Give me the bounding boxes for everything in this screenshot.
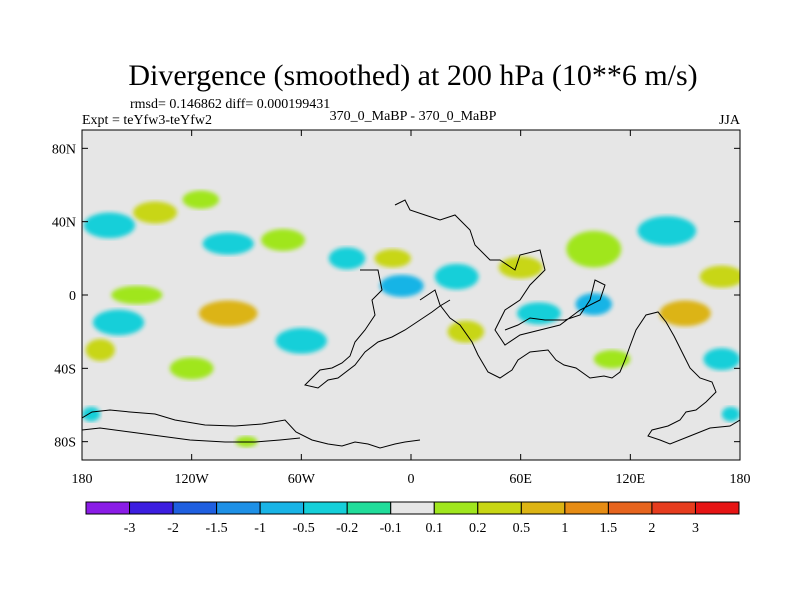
contour-blob-17 xyxy=(169,357,214,380)
colorbar-label: -3 xyxy=(124,521,136,536)
colorbar-swatch xyxy=(564,501,609,515)
colorbar-label: -0.5 xyxy=(293,521,315,536)
contour-blob-3 xyxy=(202,232,254,255)
colorbar-swatch xyxy=(477,501,522,515)
stats-label: rmsd= 0.146862 diff= 0.000199431 xyxy=(130,97,330,112)
colorbar-label: -1 xyxy=(254,521,266,536)
coastlines xyxy=(82,199,740,449)
colorbar-label: 1.5 xyxy=(600,521,618,536)
y-axis: 80N 40N 0 40S 80S xyxy=(52,142,740,451)
y-tick-label: 80N xyxy=(52,142,76,157)
x-tick-label: 120W xyxy=(175,472,210,487)
colorbar-label: 2 xyxy=(648,521,655,536)
y-tick-label: 80S xyxy=(54,436,76,451)
colorbar-label: 0.5 xyxy=(513,521,531,536)
contour-blob-15 xyxy=(198,300,258,327)
colorbar-swatch xyxy=(390,501,435,515)
contour-field xyxy=(82,190,740,448)
colorbar-swatch xyxy=(346,501,392,515)
contour-blob-20 xyxy=(575,293,613,316)
contour-blob-26 xyxy=(721,406,740,422)
x-tick-label: 0 xyxy=(408,472,415,487)
contour-blob-0 xyxy=(83,212,136,239)
contour-blob-8 xyxy=(434,263,479,290)
contour-blob-13 xyxy=(111,285,163,305)
y-tick-label: 40S xyxy=(54,362,76,377)
coastline-southern xyxy=(419,289,740,445)
colorbar-label: 1 xyxy=(561,521,568,536)
x-tick-label: 60E xyxy=(509,472,532,487)
colorbar-label: 0.2 xyxy=(469,521,487,536)
experiment-label: Expt = teYfw3-teYfw2 xyxy=(82,113,212,128)
contour-blob-9 xyxy=(498,256,543,279)
colorbar-swatch xyxy=(433,501,479,515)
chart-title: Divergence (smoothed) at 200 hPa (10**6 … xyxy=(128,59,697,92)
x-tick-label: 180 xyxy=(72,472,93,487)
colorbar-swatch xyxy=(520,501,566,515)
contour-blob-2 xyxy=(182,190,220,209)
contour-blob-1 xyxy=(133,201,178,224)
contour-blob-6 xyxy=(379,274,424,297)
contour-blob-16 xyxy=(275,328,327,354)
contour-blob-4 xyxy=(261,229,305,251)
coastline-atlantic xyxy=(304,269,451,389)
contour-blob-10 xyxy=(566,230,622,268)
season-label: JJA xyxy=(719,113,741,128)
contour-blob-18 xyxy=(447,320,485,343)
contour-blob-11 xyxy=(637,216,697,246)
case-label: 370_0_MaBP - 370_0_MaBP xyxy=(330,109,497,124)
x-tick-label: 60W xyxy=(288,472,316,487)
colorbar-label: -2 xyxy=(167,521,179,536)
y-tick-label: 40N xyxy=(52,216,76,231)
colorbar-label: -1.5 xyxy=(206,521,228,536)
contour-blob-23 xyxy=(593,350,631,369)
contour-blob-7 xyxy=(374,249,411,268)
colorbar-label: -0.1 xyxy=(380,521,402,536)
coastline-antarctica-west xyxy=(82,409,421,449)
colorbar-swatch xyxy=(607,501,653,515)
y-tick-label: 0 xyxy=(69,289,76,304)
contour-blob-12 xyxy=(699,265,740,288)
colorbar-swatch xyxy=(651,501,696,515)
colorbar-label: -0.2 xyxy=(336,521,358,536)
colorbar-label: 0.1 xyxy=(426,521,444,536)
colorbar-swatch xyxy=(303,501,348,515)
colorbar-swatch xyxy=(172,501,218,515)
colorbar-swatch xyxy=(216,501,261,515)
x-tick-label: 120E xyxy=(616,472,646,487)
x-tick-label: 180 xyxy=(730,472,751,487)
contour-blob-19 xyxy=(517,302,561,325)
coastline-antarctica-east xyxy=(82,427,301,443)
colorbar-swatch xyxy=(129,501,174,515)
colorbar-swatch xyxy=(259,501,305,515)
contour-blob-5 xyxy=(328,247,366,270)
x-axis: 180 120W 60W 0 60E 120E 180 xyxy=(72,130,751,487)
contour-blob-24 xyxy=(85,339,115,361)
colorbar-swatch xyxy=(85,501,131,515)
contour-blob-21 xyxy=(659,300,711,327)
colorbar: -3 -2 -1.5 -1 -0.5 -0.2 -0.1 0.1 0.2 0.5 1 1.5 2 3 xyxy=(85,501,740,536)
contour-blob-27 xyxy=(82,406,101,422)
colorbar-swatch xyxy=(694,501,740,515)
coastline-eurasia xyxy=(394,199,606,346)
colorbar-label: 3 xyxy=(692,521,699,536)
contour-blob-14 xyxy=(92,309,145,336)
contour-blob-22 xyxy=(703,348,740,371)
